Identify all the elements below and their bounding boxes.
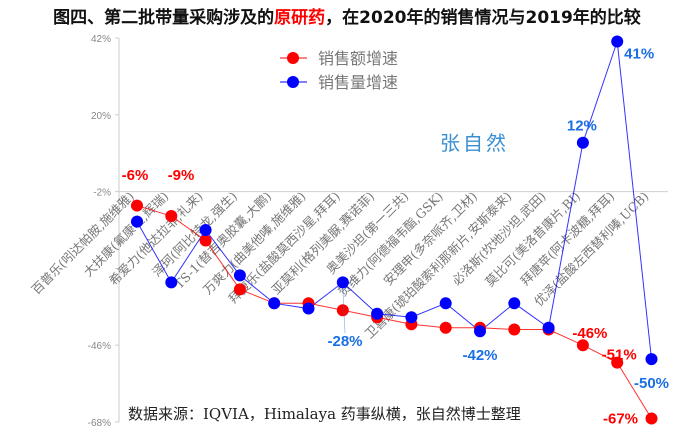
title-highlight: 原研药 — [274, 7, 325, 28]
data-point — [199, 234, 212, 247]
data-point — [508, 297, 521, 310]
data-labels: -6% -9% -28% -42% -46% -51% -67% 12% 41% -50% — [122, 45, 669, 427]
data-point — [336, 276, 349, 289]
data-label: 12% — [567, 118, 597, 135]
data-point — [508, 323, 521, 336]
title-part: ，在2020年的销售情况与2019年的比较 — [325, 7, 641, 28]
data-point — [165, 276, 178, 289]
data-point — [131, 199, 143, 212]
legend-label: 销售量增速 — [318, 73, 398, 92]
data-point — [371, 307, 384, 320]
data-point — [439, 297, 452, 310]
data-point — [645, 412, 658, 425]
series — [131, 35, 658, 425]
legend-label: 销售额增速 — [318, 49, 398, 68]
data-point — [336, 304, 349, 317]
data-point — [645, 353, 658, 366]
chart-title: 图四、第二批带量采购涉及的原研药，在2020年的销售情况与2019年的比较 — [53, 7, 641, 28]
y-tick-label: 20% — [91, 111, 111, 122]
y-tick-label: -2% — [93, 188, 111, 199]
data-point — [474, 325, 486, 338]
data-point — [576, 136, 589, 149]
legend-marker — [287, 52, 299, 64]
watermark: 张自然 — [440, 131, 509, 155]
y-tick-label: -46% — [88, 341, 111, 352]
legend-marker — [287, 76, 299, 88]
data-point — [611, 356, 624, 369]
data-point — [611, 35, 624, 48]
y-tick-label: -68% — [88, 418, 111, 429]
data-label: -42% — [462, 347, 497, 364]
data-point — [268, 297, 281, 310]
data-point — [233, 283, 246, 296]
data-label: 41% — [624, 45, 654, 62]
data-label: -67% — [603, 411, 638, 428]
data-label: -28% — [327, 333, 362, 350]
data-label: -50% — [634, 375, 669, 392]
y-tick-label: 42% — [91, 34, 111, 45]
data-label: -6% — [122, 167, 149, 184]
data-point — [165, 210, 178, 223]
category-labels: 百普乐(吲达帕胺,施维雅)大扶康(氟康唑,辉瑞)希爱力(他达拉非,礼来)泽珂(阿… — [28, 189, 651, 342]
series-line-volume — [136, 41, 652, 360]
data-label: -9% — [168, 167, 195, 184]
data-point — [405, 311, 418, 324]
data-point — [302, 302, 315, 315]
axes: 42% 20% -2% -46% -68% — [88, 34, 668, 429]
source-note: 数据来源：IQVIA，Himalaya 药事纵横，张自然博士整理 — [128, 405, 521, 423]
series-line-sales — [136, 205, 652, 419]
data-label: -51% — [602, 347, 637, 364]
data-point — [131, 215, 143, 228]
title-part: 图四、第二批带量采购涉及的 — [53, 7, 274, 28]
data-label-leader — [342, 288, 346, 334]
data-point — [576, 339, 589, 352]
data-point — [542, 321, 555, 334]
data-point — [199, 224, 212, 236]
data-point — [233, 269, 246, 282]
data-label: -46% — [572, 325, 607, 342]
data-point — [439, 321, 452, 334]
